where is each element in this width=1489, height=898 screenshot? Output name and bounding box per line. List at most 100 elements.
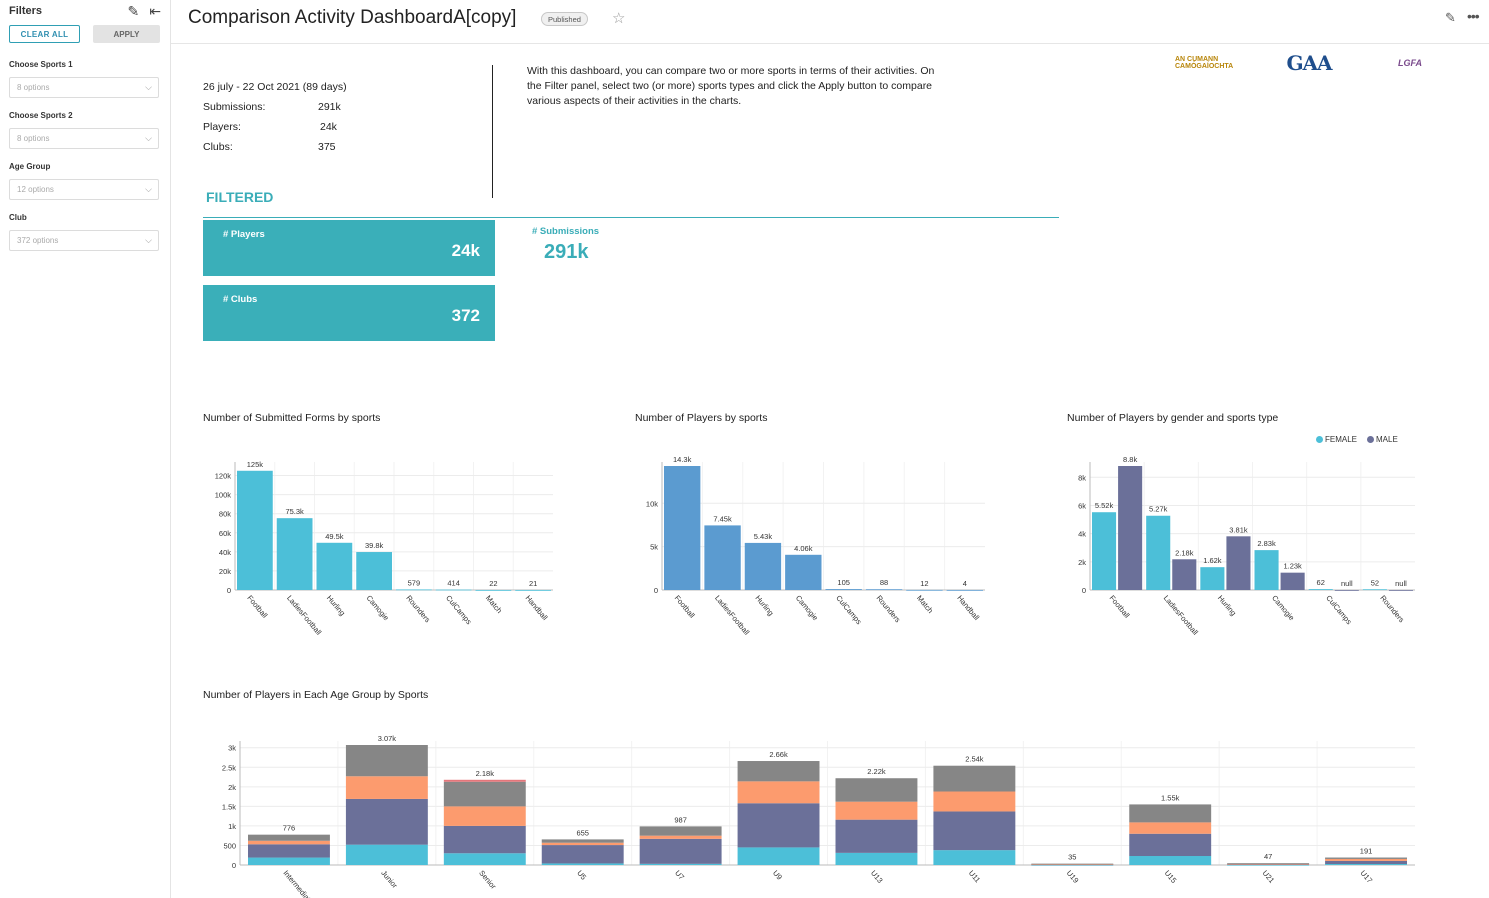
stacked-segment — [443, 806, 526, 826]
data-label: 125k — [247, 460, 264, 469]
filtered-heading: FILTERED — [206, 189, 274, 205]
stacked-segment — [248, 857, 330, 865]
data-label: 21 — [529, 579, 537, 588]
data-label: null — [1395, 579, 1407, 588]
data-label: 655 — [576, 828, 589, 837]
pencil-icon[interactable]: ✎ — [127, 2, 140, 19]
bar — [1118, 466, 1143, 590]
kpi-label: # Players — [223, 229, 265, 240]
bar — [825, 589, 862, 590]
more-options-icon[interactable]: ••• — [1467, 8, 1480, 24]
y-tick-label: 3k — [228, 744, 236, 753]
stacked-segment — [541, 839, 624, 843]
filter-label-sports-2: Choose Sports 2 — [9, 111, 73, 120]
data-label: 49.5k — [325, 532, 344, 541]
data-label: 52 — [1371, 578, 1379, 587]
y-tick-label: 100k — [215, 491, 232, 500]
data-label: 414 — [447, 579, 460, 588]
stacked-segment — [933, 850, 1016, 865]
bar — [744, 542, 782, 590]
collapse-icon[interactable]: ⇤ — [149, 2, 161, 19]
select-sports-2[interactable]: 8 options ⌵ — [9, 128, 159, 149]
x-tick-label: U7 — [673, 869, 686, 882]
select-club[interactable]: 372 options ⌵ — [9, 230, 159, 251]
stacked-segment — [1227, 864, 1310, 866]
info-label: Submissions: — [203, 101, 266, 113]
stacked-segment — [639, 838, 722, 864]
stacked-segment — [1325, 864, 1407, 865]
camogie-logo: AN CUMANN CAMÓGAÍOCHTA — [1175, 56, 1234, 70]
y-tick-label: 5k — [650, 543, 658, 552]
x-tick-label: U13 — [869, 869, 885, 885]
bar — [1362, 589, 1387, 591]
bar — [435, 589, 472, 591]
apply-button[interactable]: APPLY — [93, 25, 160, 43]
filters-header: Filters ✎ ⇤ — [9, 2, 161, 19]
stacked-segment — [1227, 864, 1310, 866]
bar — [946, 589, 983, 591]
select-placeholder: 372 options — [17, 236, 59, 245]
stacked-segment — [639, 863, 722, 865]
y-tick-label: 10k — [646, 499, 658, 508]
bar — [704, 525, 741, 590]
kpi-submissions-label: # Submissions — [532, 226, 600, 237]
data-label: 14.3k — [673, 455, 692, 464]
gender-legend: FEMALE MALE — [1316, 435, 1398, 444]
y-tick-label: 500 — [223, 841, 236, 850]
y-tick-label: 0 — [227, 586, 231, 595]
data-label: 5.52k — [1095, 501, 1114, 510]
legend-item-female[interactable]: FEMALE — [1316, 435, 1357, 444]
y-tick-label: 2k — [228, 783, 236, 792]
select-age-group[interactable]: 12 options ⌵ — [9, 179, 159, 200]
filters-sidebar: Filters ✎ ⇤ CLEAR ALL APPLY Choose Sport… — [0, 0, 171, 898]
stacked-segment — [1129, 804, 1212, 823]
chevron-down-icon: ⌵ — [145, 235, 152, 245]
bar — [1308, 589, 1333, 590]
y-tick-label: 60k — [219, 529, 231, 538]
select-placeholder: 8 options — [17, 134, 50, 143]
legend-item-male[interactable]: MALE — [1367, 435, 1398, 444]
stacked-segment — [835, 852, 918, 865]
x-tick-label: U15 — [1163, 869, 1179, 885]
filters-title: Filters — [9, 5, 43, 17]
status-badge: Published — [541, 12, 588, 26]
x-tick-label: U9 — [771, 869, 784, 882]
chevron-down-icon: ⌵ — [145, 184, 152, 194]
stacked-segment — [639, 835, 722, 839]
kpi-value: 372 — [451, 306, 480, 325]
bar — [316, 542, 353, 590]
data-label: 75.3k — [285, 507, 304, 516]
kpi-value: 24k — [451, 241, 480, 260]
stacked-segment — [639, 826, 722, 836]
select-sports-1[interactable]: 8 options ⌵ — [9, 77, 159, 98]
info-row-submissions: Submissions: 291k — [203, 101, 341, 113]
bar — [396, 589, 432, 591]
stacked-segment — [835, 801, 918, 820]
page-title: Comparison Activity DashboardA[copy] — [188, 7, 517, 28]
kpi-submissions-value: 291k — [544, 241, 589, 263]
stacked-segment — [737, 847, 820, 865]
stacked-segment — [1227, 863, 1310, 865]
data-label: 8.8k — [1123, 455, 1137, 464]
y-tick-label: 6k — [1078, 501, 1086, 510]
bar — [1388, 590, 1413, 591]
clear-all-button[interactable]: CLEAR ALL — [9, 25, 80, 43]
stacked-segment — [248, 844, 330, 858]
star-icon[interactable]: ☆ — [612, 10, 626, 27]
gaa-logo: GAA — [1286, 51, 1332, 75]
chart-title-age-group: Number of Players in Each Age Group by S… — [203, 689, 429, 701]
data-label: 2.66k — [769, 750, 788, 759]
x-tick-label: Intermediate — [281, 869, 315, 898]
pencil-icon[interactable]: ✎ — [1445, 10, 1456, 25]
data-label: 35 — [1068, 853, 1076, 862]
y-tick-label: 0 — [1082, 586, 1086, 595]
data-label: 987 — [674, 815, 687, 824]
stacked-segment — [1129, 833, 1212, 857]
stacked-segment — [933, 791, 1016, 812]
data-label: 22 — [489, 579, 497, 588]
y-tick-label: 40k — [219, 548, 231, 557]
filter-label-club: Club — [9, 213, 27, 222]
data-label: 2.18k — [1175, 548, 1194, 557]
x-tick-label: U19 — [1065, 869, 1081, 885]
